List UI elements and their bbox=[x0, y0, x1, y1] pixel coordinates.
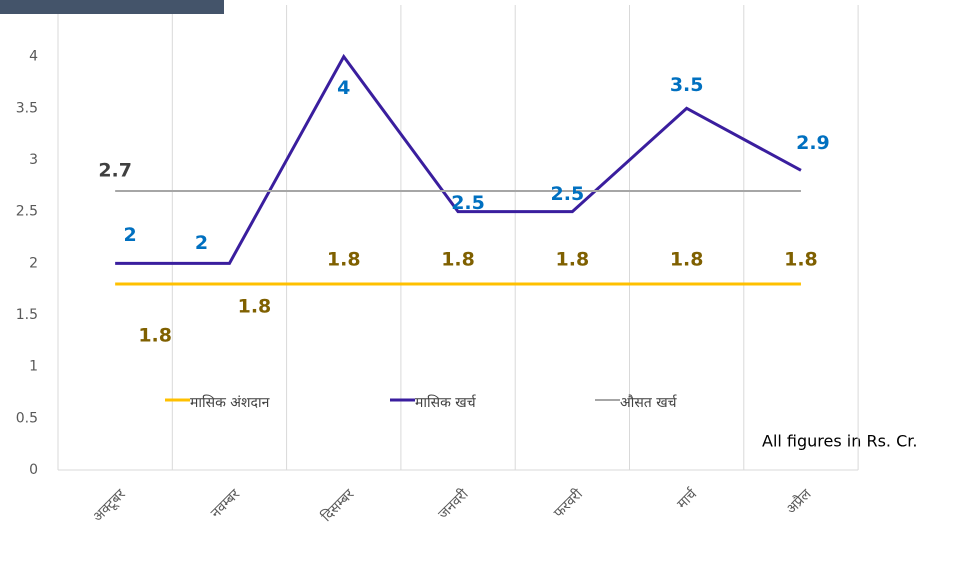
data-label: 1.8 bbox=[441, 249, 475, 271]
legend-label: मासिक खर्च bbox=[415, 394, 477, 411]
data-label: 2.7 bbox=[98, 160, 132, 182]
data-label: 4 bbox=[337, 77, 350, 99]
y-tick-label: 4 bbox=[29, 49, 38, 65]
x-tick-label: अप्रैल bbox=[783, 485, 815, 517]
y-tick-label: 3.5 bbox=[16, 100, 38, 116]
data-label: 2.5 bbox=[551, 183, 585, 205]
data-label: 2 bbox=[124, 224, 137, 246]
y-tick-label: 1 bbox=[29, 359, 38, 375]
data-label: 2 bbox=[195, 232, 208, 254]
y-tick-label: 2.5 bbox=[16, 204, 38, 220]
data-label: 1.8 bbox=[138, 325, 172, 347]
data-label: 2.9 bbox=[796, 132, 830, 154]
x-tick-label: फरवरी bbox=[550, 485, 586, 521]
data-label: 1.8 bbox=[238, 296, 272, 318]
line-series bbox=[115, 53, 802, 265]
y-tick-label: 2 bbox=[29, 255, 38, 271]
data-label: 1.8 bbox=[327, 249, 361, 271]
header-box bbox=[0, 0, 224, 14]
legend-label: औसत खर्च bbox=[620, 394, 678, 411]
x-tick-label: जनवरी bbox=[435, 485, 472, 522]
x-tick-label: नवम्बर bbox=[208, 486, 243, 521]
data-label: 2.5 bbox=[451, 192, 485, 214]
y-tick-label: 0 bbox=[29, 462, 38, 478]
y-tick-label: 1.5 bbox=[16, 307, 38, 323]
data-label: 1.8 bbox=[670, 249, 704, 271]
data-label: 3.5 bbox=[670, 74, 704, 96]
x-tick-label: मार्च bbox=[674, 485, 702, 513]
x-tick-label: अक्टूबर bbox=[90, 486, 129, 525]
data-label: 1.8 bbox=[556, 249, 590, 271]
x-tick-label: दिसम्बर bbox=[318, 485, 358, 525]
y-tick-label: 0.5 bbox=[16, 410, 38, 426]
data-label: 1.8 bbox=[784, 249, 818, 271]
annotation: All figures in Rs. Cr. bbox=[762, 432, 917, 451]
legend-label: मासिक अंशदान bbox=[190, 394, 270, 411]
y-tick-label: 3 bbox=[29, 152, 38, 168]
